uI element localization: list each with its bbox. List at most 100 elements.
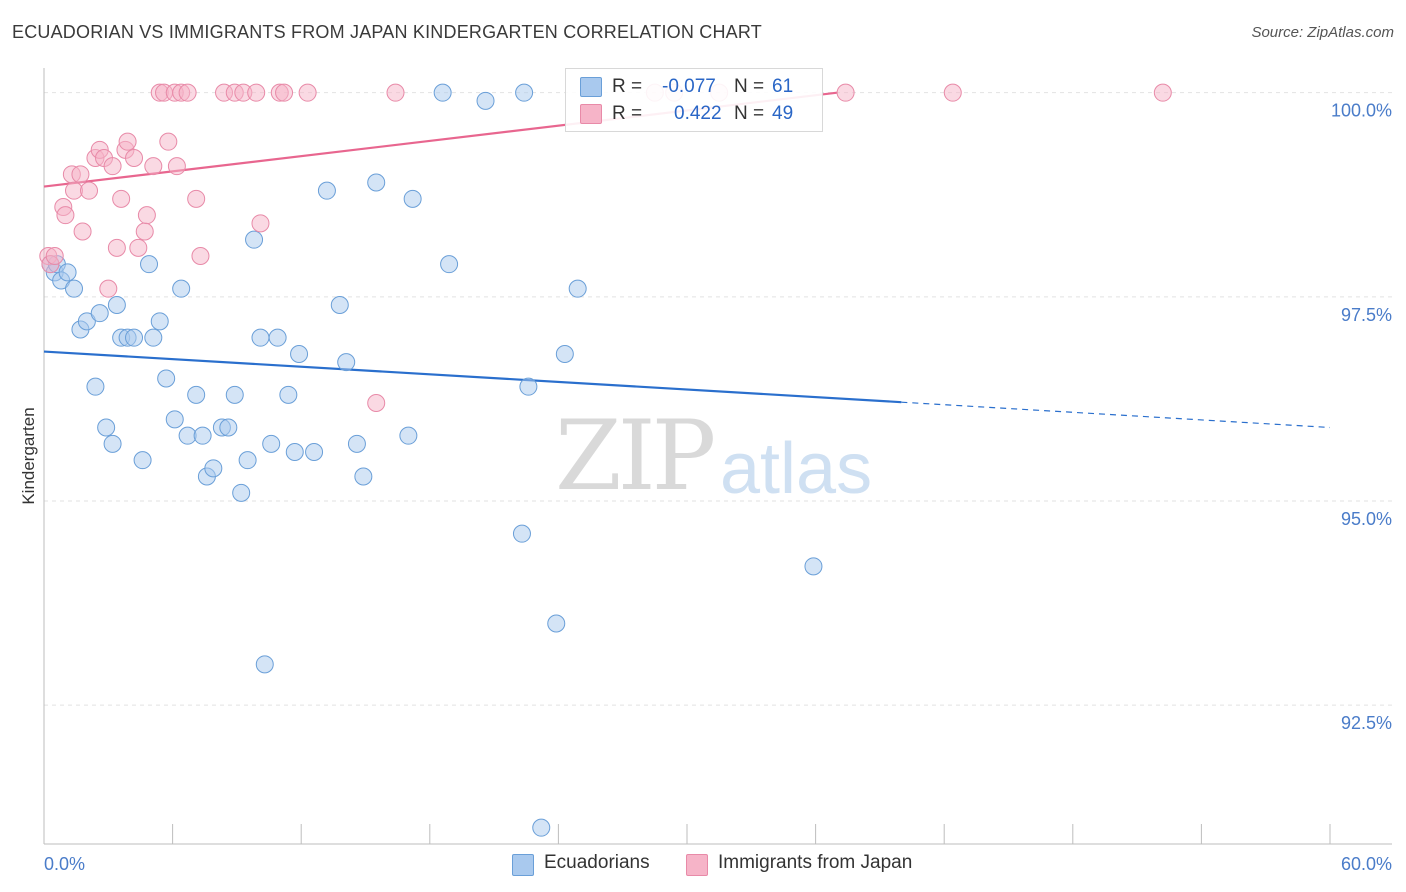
legend-label: Ecuadorians	[544, 852, 650, 873]
source-label: Source: ZipAtlas.com	[1251, 24, 1394, 41]
point-japan	[56, 206, 75, 225]
point-japan	[191, 247, 210, 265]
legend-r-label: R =	[612, 103, 643, 124]
y-axis-label: Kindergarten	[19, 407, 38, 504]
legend-n-value: 61	[772, 76, 794, 97]
legend-r-value: -0.077	[662, 76, 716, 97]
point-ecuadorians	[90, 304, 109, 323]
point-japan	[129, 238, 148, 257]
legend-r-value: 0.422	[674, 103, 722, 124]
point-ecuadorians	[515, 83, 534, 102]
legend-n-value: 49	[772, 103, 794, 124]
point-ecuadorians	[347, 434, 366, 453]
point-ecuadorians	[65, 279, 84, 298]
point-ecuadorians	[262, 434, 281, 453]
point-japan	[118, 132, 137, 151]
point-ecuadorians	[219, 418, 238, 437]
legend-n-label: N =	[734, 76, 765, 97]
stats-legend: R = -0.077 N = 61 R = 0.422 N = 49	[565, 68, 823, 132]
point-ecuadorians	[476, 91, 495, 110]
point-japan	[80, 181, 99, 200]
legend-swatch-pink	[580, 104, 602, 124]
point-japan	[71, 165, 90, 184]
point-ecuadorians	[133, 451, 152, 470]
legend-swatch-pink	[686, 854, 708, 876]
point-ecuadorians	[225, 385, 244, 404]
point-japan	[137, 206, 156, 225]
legend-swatch-blue	[512, 854, 534, 876]
point-ecuadorians	[568, 279, 587, 298]
point-ecuadorians	[399, 426, 418, 445]
point-ecuadorians	[285, 443, 304, 461]
point-japan	[112, 189, 131, 208]
point-ecuadorians	[251, 328, 270, 347]
point-ecuadorians	[187, 385, 206, 404]
point-japan	[144, 157, 163, 176]
point-japan	[943, 83, 962, 102]
point-ecuadorians	[238, 451, 257, 470]
point-ecuadorians	[804, 557, 823, 576]
point-japan	[45, 247, 64, 265]
point-ecuadorians	[512, 524, 531, 543]
point-ecuadorians	[157, 369, 176, 388]
point-japan	[107, 238, 126, 257]
point-ecuadorians	[337, 353, 356, 372]
point-ecuadorians	[519, 377, 538, 396]
point-japan	[178, 83, 197, 102]
point-ecuadorians	[268, 328, 287, 347]
point-ecuadorians	[245, 230, 264, 249]
point-ecuadorians	[330, 296, 349, 314]
point-ecuadorians	[172, 279, 191, 298]
point-japan	[159, 132, 178, 151]
point-japan	[251, 214, 270, 233]
point-ecuadorians	[403, 189, 422, 208]
legend-r-label: R =	[612, 76, 643, 97]
point-japan	[836, 83, 855, 102]
point-ecuadorians	[305, 443, 324, 461]
point-ecuadorians	[354, 467, 373, 486]
point-ecuadorians	[178, 426, 197, 445]
data-points	[39, 83, 1172, 837]
point-ecuadorians	[555, 345, 574, 363]
point-ecuadorians	[440, 255, 459, 274]
point-ecuadorians	[150, 312, 169, 331]
trend-line-ecuadorians-dashed	[901, 401, 1331, 429]
point-ecuadorians	[290, 345, 309, 363]
point-ecuadorians	[77, 312, 96, 331]
point-ecuadorians	[58, 263, 77, 282]
point-japan	[103, 157, 122, 176]
point-japan	[73, 222, 92, 241]
watermark-atlas: atlas	[720, 429, 873, 509]
legend-n-label: N =	[734, 103, 765, 124]
y-tick-label: 92.5%	[1341, 713, 1392, 733]
point-japan	[135, 222, 154, 241]
y-tick-label: 97.5%	[1341, 305, 1392, 325]
point-ecuadorians	[193, 426, 212, 445]
point-japan	[125, 149, 144, 167]
gridlines	[44, 92, 1392, 706]
x-tick-label: 0.0%	[44, 854, 85, 874]
y-tick-label: 100.0%	[1331, 101, 1392, 121]
point-japan	[275, 83, 294, 102]
point-ecuadorians	[317, 181, 336, 200]
point-japan	[1153, 83, 1172, 102]
point-ecuadorians	[433, 83, 452, 102]
point-ecuadorians	[279, 385, 298, 404]
chart-title: ECUADORIAN VS IMMIGRANTS FROM JAPAN KIND…	[12, 22, 762, 42]
point-ecuadorians	[144, 328, 163, 347]
point-japan	[367, 394, 386, 412]
tick-labels: 92.5% 95.0% 97.5% 100.0% 0.0% 60.0%	[44, 101, 1392, 874]
point-ecuadorians	[255, 655, 274, 674]
point-ecuadorians	[97, 418, 116, 437]
legend-label: Immigrants from Japan	[718, 852, 913, 873]
point-japan	[386, 83, 405, 102]
point-ecuadorians	[86, 377, 105, 396]
x-tick-label: 60.0%	[1341, 854, 1392, 874]
trend-line-ecuadorians	[43, 350, 902, 404]
point-ecuadorians	[125, 328, 144, 347]
point-japan	[65, 181, 84, 200]
point-japan	[167, 157, 186, 176]
point-ecuadorians	[532, 818, 551, 837]
point-ecuadorians	[367, 173, 386, 192]
